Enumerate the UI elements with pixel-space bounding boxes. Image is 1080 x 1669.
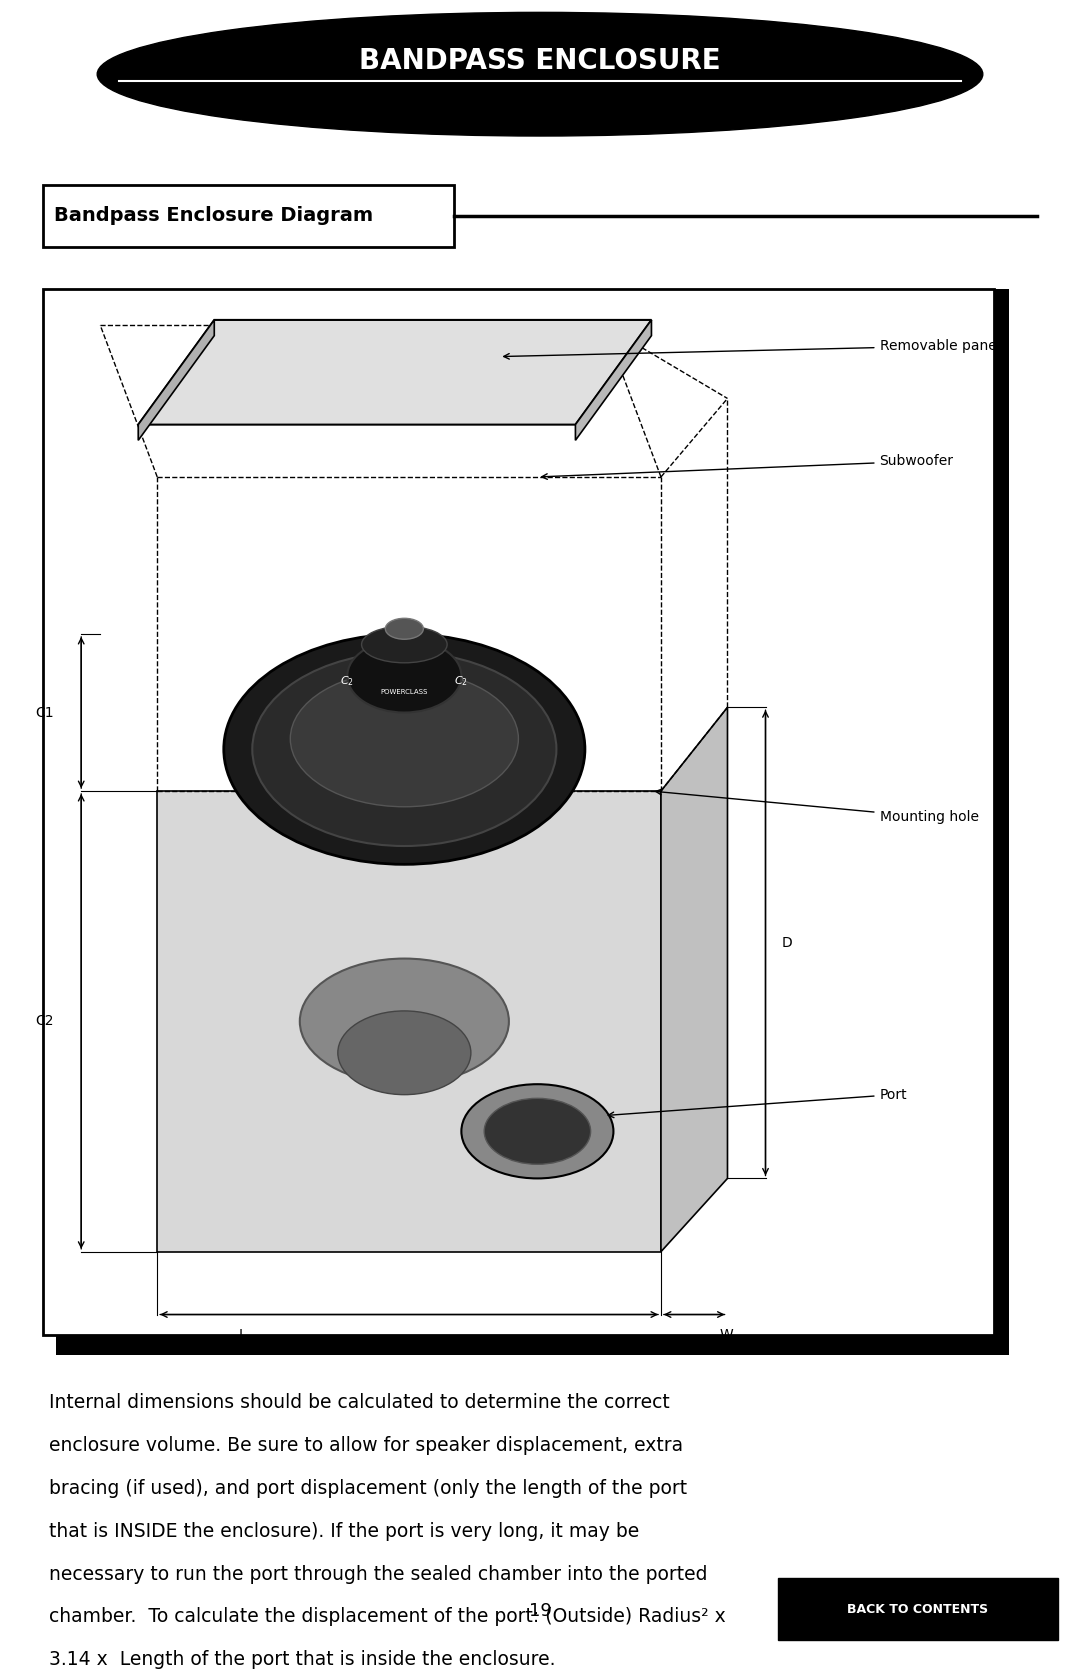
Polygon shape	[158, 791, 661, 1252]
Ellipse shape	[484, 1098, 591, 1165]
Text: that is INSIDE the enclosure). If the port is very long, it may be: that is INSIDE the enclosure). If the po…	[49, 1522, 639, 1540]
Ellipse shape	[291, 671, 518, 806]
Text: 3.14 x  Length of the port that is inside the enclosure.: 3.14 x Length of the port that is inside…	[49, 1651, 555, 1669]
Text: Subwoofer: Subwoofer	[542, 454, 954, 479]
Text: enclosure volume. Be sure to allow for speaker displacement, extra: enclosure volume. Be sure to allow for s…	[49, 1435, 683, 1455]
Text: BACK TO CONTENTS: BACK TO CONTENTS	[848, 1602, 988, 1616]
Ellipse shape	[461, 1085, 613, 1178]
FancyBboxPatch shape	[778, 1577, 1058, 1641]
Text: POWERCLASS: POWERCLASS	[380, 689, 428, 694]
Text: C2: C2	[36, 1015, 54, 1028]
Text: necessary to run the port through the sealed chamber into the ported: necessary to run the port through the se…	[49, 1564, 707, 1584]
Ellipse shape	[348, 639, 461, 713]
Polygon shape	[576, 320, 651, 441]
Bar	[43, 289, 994, 1335]
Ellipse shape	[386, 618, 423, 639]
Text: $C_2$: $C_2$	[455, 674, 469, 688]
Ellipse shape	[300, 958, 509, 1085]
Ellipse shape	[362, 626, 447, 663]
Ellipse shape	[224, 634, 585, 865]
Bar	[43, 289, 994, 1335]
Text: Mounting hole: Mounting hole	[656, 789, 978, 824]
Text: Bandpass Enclosure Diagram: Bandpass Enclosure Diagram	[54, 207, 373, 225]
Bar	[56, 1334, 1007, 1355]
Polygon shape	[138, 320, 651, 424]
Text: BANDPASS ENCLOSURE: BANDPASS ENCLOSURE	[360, 47, 720, 75]
Text: W: W	[719, 1329, 733, 1342]
Polygon shape	[661, 708, 728, 1252]
Ellipse shape	[97, 12, 983, 135]
Text: $C_2$: $C_2$	[340, 674, 354, 688]
Text: chamber.  To calculate the displacement of the port: (Outside) Radius² x: chamber. To calculate the displacement o…	[49, 1607, 726, 1627]
Ellipse shape	[253, 653, 556, 846]
Bar	[994, 289, 1009, 1355]
Text: D: D	[782, 936, 793, 950]
Text: Removable panel: Removable panel	[503, 339, 1000, 359]
FancyBboxPatch shape	[43, 185, 454, 247]
Ellipse shape	[338, 1011, 471, 1095]
Text: L: L	[239, 1329, 246, 1342]
Text: bracing (if used), and port displacement (only the length of the port: bracing (if used), and port displacement…	[49, 1479, 687, 1497]
Text: C1: C1	[36, 706, 54, 719]
Text: Port: Port	[608, 1088, 907, 1118]
Text: Internal dimensions should be calculated to determine the correct: Internal dimensions should be calculated…	[49, 1394, 670, 1412]
Text: 19: 19	[528, 1602, 552, 1621]
Polygon shape	[138, 320, 214, 441]
